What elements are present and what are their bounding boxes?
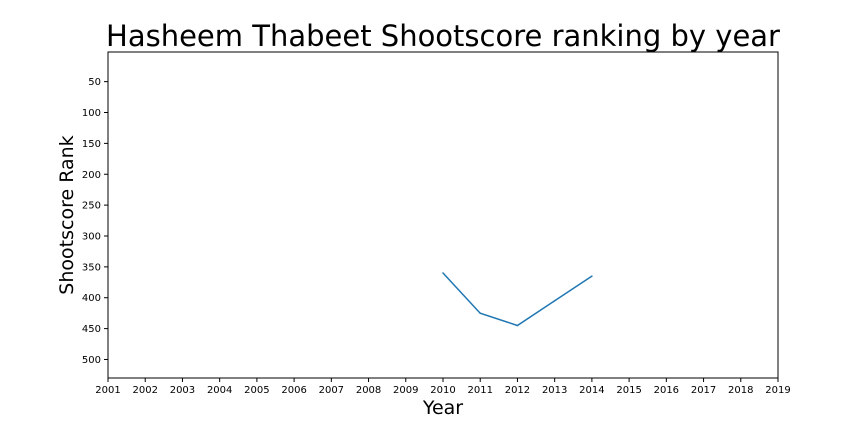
- series-layer: [442, 272, 593, 327]
- x-tick-label: 2019: [765, 385, 790, 396]
- plot-area: [107, 51, 779, 379]
- y-tick-label: 350: [82, 262, 101, 273]
- x-tick-label: 2004: [207, 385, 232, 396]
- x-tick-label: 2010: [430, 385, 455, 396]
- y-tick-label: 100: [82, 108, 101, 119]
- x-tick-label: 2005: [244, 385, 269, 396]
- x-tick-label: 2001: [95, 385, 120, 396]
- x-tick-label: 2017: [691, 385, 716, 396]
- x-tick-label: 2006: [281, 385, 306, 396]
- x-tick-label: 2013: [542, 385, 567, 396]
- x-tick-label: 2011: [467, 385, 492, 396]
- x-axis: 2001 2002 2003 2004 2005 2006 2007 2008 2009 2010…: [95, 378, 791, 396]
- x-tick-label: 2012: [505, 385, 530, 396]
- x-tick-label: 2018: [728, 385, 753, 396]
- data-point: [553, 300, 556, 302]
- y-tick-label: 200: [82, 170, 101, 181]
- y-axis-label: Shootscore Rank: [56, 135, 78, 294]
- y-tick-label: 50: [88, 77, 101, 88]
- x-tick-label: 2009: [393, 385, 418, 396]
- x-tick-label: 2002: [132, 385, 157, 396]
- x-tick-label: 2015: [616, 385, 641, 396]
- x-axis-label: Year: [422, 397, 463, 419]
- x-tick-label: 2014: [579, 385, 604, 396]
- y-tick-label: 250: [82, 201, 101, 212]
- y-tick-label: 150: [82, 139, 101, 150]
- data-point: [479, 312, 481, 314]
- x-tick-label: 2003: [170, 385, 195, 396]
- chart-title: Hasheem Thabeet Shootscore ranking by ye…: [106, 19, 780, 53]
- y-axis: 50 100 150 200 250 300 350 400 450 500: [82, 77, 108, 366]
- data-point: [591, 275, 593, 277]
- y-tick-label: 300: [82, 231, 101, 242]
- data-point: [516, 324, 519, 327]
- y-tick-label: 450: [82, 324, 101, 335]
- x-tick-label: 2008: [356, 385, 381, 396]
- y-tick-label: 500: [82, 355, 101, 366]
- x-tick-label: 2016: [654, 385, 679, 396]
- data-point: [442, 272, 444, 274]
- x-tick-label: 2007: [319, 385, 344, 396]
- y-tick-label: 400: [82, 293, 101, 304]
- series-line: [442, 272, 593, 327]
